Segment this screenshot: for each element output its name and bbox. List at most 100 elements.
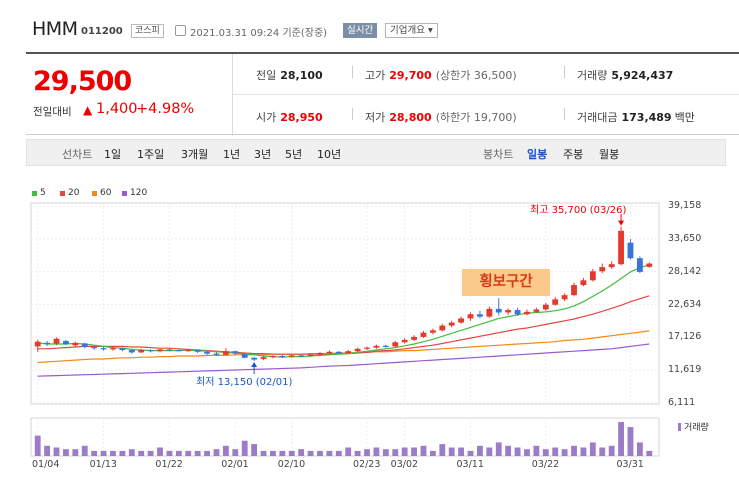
candle (63, 341, 69, 345)
candle (53, 338, 60, 344)
volume-bar (166, 450, 173, 456)
volume-bar (260, 450, 267, 456)
volume-bar (63, 449, 69, 456)
volume-bar (251, 444, 258, 456)
volume-bar (81, 445, 88, 456)
volume-bar (524, 449, 530, 456)
quote-summary: 29,500 전일대비 ▲ 1,400 +4.98% 전일 28,100 고가 29… (26, 52, 739, 136)
volume-bar (147, 450, 154, 456)
candle (44, 342, 51, 345)
tab-3y[interactable]: 3년 (254, 148, 272, 161)
volume-bar (561, 449, 568, 456)
legend-swatch-60 (92, 191, 97, 196)
volume-bar (439, 444, 446, 456)
x-tick-label: 01/13 (89, 459, 117, 470)
legend-60: 60 (100, 188, 112, 198)
volume-bar (580, 447, 587, 456)
candle (110, 348, 116, 350)
volume: 거래량 5,924,437 (577, 69, 674, 82)
up-arrow-icon: ▲ (83, 103, 93, 117)
candle (382, 345, 389, 348)
x-tick-label: 03/11 (456, 459, 484, 470)
candle (317, 352, 323, 355)
tab-1w[interactable]: 1주일 (137, 148, 165, 161)
volume-bar (646, 450, 653, 456)
ma5-line (37, 264, 650, 358)
candle (279, 355, 286, 358)
change-value: 1,400 (96, 101, 138, 117)
candle (232, 351, 239, 354)
candle (608, 264, 615, 268)
volume-bar (514, 447, 521, 456)
candle (307, 354, 314, 356)
realtime-button[interactable]: 실시간 (343, 23, 378, 38)
tab-10y[interactable]: 10년 (317, 148, 342, 161)
candle (194, 350, 201, 352)
candle (157, 349, 163, 352)
volume-bar (467, 450, 474, 456)
candle (175, 350, 182, 352)
candle (364, 347, 370, 349)
volume-bar (298, 449, 305, 456)
candle (420, 332, 427, 337)
candle (561, 295, 568, 300)
change-percent: +4.98% (136, 101, 195, 117)
tab-5y[interactable]: 5년 (285, 148, 303, 161)
volume-bar (335, 450, 342, 456)
volume-bar (213, 449, 220, 456)
candle (147, 350, 154, 352)
candle (241, 354, 248, 358)
y-tick-label: 33,650 (668, 232, 702, 244)
candle (185, 350, 192, 352)
candle (505, 310, 512, 313)
volume-bar (157, 447, 163, 456)
legend-swatch-20 (60, 191, 65, 196)
volume-bar (486, 447, 493, 456)
volume-bar (100, 450, 107, 456)
y-tick-label: 22,634 (668, 298, 702, 310)
y-tick-label: 17,126 (668, 331, 702, 343)
x-tick-label: 03/02 (390, 459, 419, 470)
volume-legend: 거래량 (678, 420, 709, 433)
volume-bar (241, 440, 248, 456)
high-marker-arrow (618, 220, 625, 226)
volume-bar (505, 445, 512, 456)
tab-daily[interactable]: 일봉 (527, 148, 548, 161)
tab-weekly[interactable]: 주봉 (563, 148, 584, 161)
legend-5: 5 (40, 188, 46, 198)
tab-1y[interactable]: 1년 (223, 148, 241, 161)
candle (524, 311, 530, 315)
volume-bar (411, 447, 417, 456)
candle (335, 351, 342, 353)
volume-bar (354, 450, 361, 456)
volume-bar (533, 445, 540, 456)
volume-bar (128, 449, 135, 456)
x-tick-label: 03/31 (616, 459, 644, 470)
x-tick-label: 02/23 (353, 459, 381, 470)
volume-bar (232, 449, 239, 456)
x-tick-label: 03/22 (531, 459, 560, 470)
candle (627, 242, 634, 259)
volume-bar (222, 445, 229, 456)
candle (636, 258, 643, 272)
y-tick-label: 11,619 (668, 364, 702, 376)
y-tick-label: 28,142 (668, 265, 702, 277)
candle (571, 285, 577, 296)
tab-monthly[interactable]: 월봉 (599, 148, 620, 161)
tab-1d[interactable]: 1일 (104, 148, 122, 161)
chart-period-tabs: 선차트 1일 1주일 3개월 1년 3년 5년 10년 봉차트 일봉 주봉 월봉 (26, 139, 726, 166)
company-overview-dropdown[interactable]: 기업개요 ▾ (385, 23, 438, 38)
high-annotation: 최고 35,700 (03/26) (530, 205, 627, 216)
current-price: 29,500 (33, 66, 132, 97)
candle (260, 357, 267, 359)
volume-bar (138, 450, 145, 456)
line-chart-label: 선차트 (62, 148, 93, 161)
clock-icon (175, 25, 186, 36)
volume-bar (392, 449, 399, 456)
volume-bar (44, 445, 51, 456)
candle (72, 342, 79, 346)
tab-3m[interactable]: 3개월 (181, 148, 209, 161)
current-price-panel: 29,500 전일대비 ▲ 1,400 +4.98% (26, 54, 233, 136)
legend-120: 120 (130, 188, 148, 198)
